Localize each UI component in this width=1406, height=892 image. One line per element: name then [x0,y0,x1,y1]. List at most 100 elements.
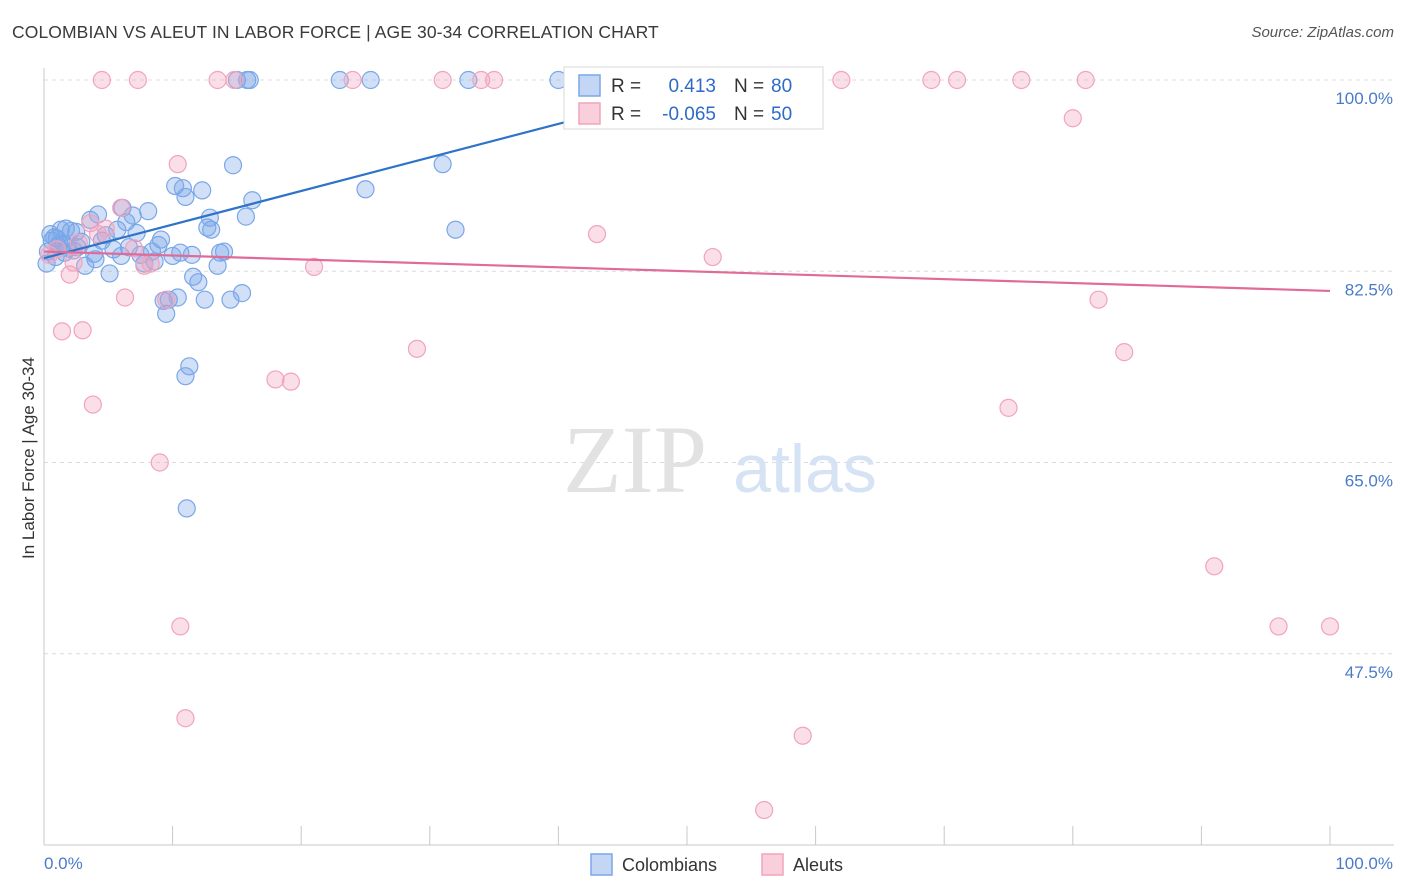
point-colombians-49 [195,290,214,309]
point-aleuts-3 [60,265,79,284]
point-colombians-57 [236,207,256,226]
point-colombians-35 [151,230,171,249]
x-tick-labels: 0.0% 100.0% [44,854,1393,873]
point-aleuts-20 [176,709,195,728]
point-colombians-63 [214,242,234,261]
point-colombians-14 [76,256,95,275]
trend-line-aleuts [43,250,1331,293]
legend-swatch-aleuts [578,102,601,125]
point-aleuts-40 [343,70,362,90]
bottom-legend-aleuts: Aleuts [793,855,843,875]
point-aleuts-37 [128,70,147,90]
point-aleuts-33 [1205,557,1224,576]
data-points [37,70,1340,820]
series-legend: Colombians Aleuts [590,853,843,876]
point-colombians-56 [232,284,252,303]
watermark-zip: ZIP [563,406,707,513]
point-aleuts-12 [115,288,135,307]
point-aleuts-34 [1269,617,1288,636]
point-colombians-55 [223,156,243,175]
legend-n-value-2: 50 [771,104,792,125]
legend-n-label-1: N = [734,76,764,97]
y-axis-label: In Labor Force | Age 30-34 [19,357,38,559]
point-colombians-61 [202,220,221,239]
point-aleuts-46 [922,70,941,90]
point-colombians-31 [139,202,158,221]
point-aleuts-4 [64,253,83,272]
point-aleuts-2 [52,322,72,341]
point-aleuts-48 [1012,70,1031,90]
legend-n-label-2: N = [734,104,764,125]
bottom-legend-colombians: Colombians [622,855,717,875]
point-colombians-73 [240,70,259,90]
point-aleuts-28 [793,726,812,745]
legend-r-value-1: 0.413 [668,76,716,97]
point-aleuts-25 [587,224,607,244]
point-colombians-60 [177,499,196,518]
point-aleuts-31 [1089,290,1108,309]
y-tick-label-1: 65.0% [1345,472,1393,491]
correlation-legend: R = 0.413 N = 80 R = -0.065 N = 50 [563,66,824,130]
point-colombians-48 [193,181,212,200]
point-colombians-76 [86,250,105,269]
point-colombians-47 [189,273,208,292]
axes [43,68,1394,846]
point-colombians-59 [176,367,195,386]
point-aleuts-49 [1076,70,1095,90]
point-aleuts-17 [157,290,176,309]
point-aleuts-42 [472,70,491,90]
trend-line-colombians [43,116,585,260]
point-colombians-71 [459,70,478,90]
legend-swatch-colombians [578,74,601,97]
trend-lines [43,116,1331,293]
y-tick-labels: 47.5% 65.0% 82.5% 100.0% [1335,89,1393,682]
point-aleuts-11 [112,198,131,217]
legend-r-label-1: R = [611,76,641,97]
point-colombians-77 [67,222,86,242]
x-tick-label-0: 0.0% [44,854,83,873]
legend-r-label-2: R = [611,104,641,125]
point-aleuts-23 [304,257,324,276]
point-aleuts-15 [141,254,160,273]
point-colombians-66 [330,70,349,90]
point-aleuts-35 [1320,617,1340,636]
chart-title: COLOMBIAN VS ALEUT IN LABOR FORCE | AGE … [12,22,659,42]
point-aleuts-43 [485,70,504,90]
point-colombians-67 [361,70,380,90]
point-aleuts-8 [83,395,102,414]
point-aleuts-22 [281,372,301,391]
point-aleuts-39 [225,70,244,90]
point-aleuts-45 [832,70,851,90]
grid-lines [44,79,1394,655]
point-colombians-19 [96,226,115,245]
y-tick-label-0: 47.5% [1345,663,1393,682]
point-aleuts-41 [433,70,452,90]
point-aleuts-10 [96,219,115,238]
point-aleuts-36 [92,70,111,90]
point-colombians-46 [184,267,203,286]
point-aleuts-18 [168,155,187,174]
point-aleuts-24 [407,339,427,358]
y-tick-label-2: 82.5% [1345,280,1393,299]
bottom-legend-swatch-colombians [590,853,613,876]
point-aleuts-47 [947,70,967,90]
legend-n-value-1: 80 [771,76,792,97]
point-aleuts-27 [755,800,774,820]
point-colombians-44 [176,187,195,207]
point-aleuts-32 [1115,343,1134,362]
point-colombians-68 [433,155,452,174]
point-aleuts-29 [999,398,1018,417]
point-aleuts-13 [124,239,144,258]
point-colombians-45 [180,357,199,376]
legend-r-value-2: -0.065 [662,104,716,125]
point-colombians-69 [446,220,465,239]
source-label: Source: ZipAtlas.com [1251,24,1394,41]
point-colombians-20 [100,264,119,283]
point-aleuts-6 [73,321,92,340]
point-colombians-37 [157,304,176,323]
point-aleuts-19 [171,617,190,636]
x-tick-label-1: 100.0% [1335,854,1393,873]
point-aleuts-30 [1063,109,1082,128]
point-aleuts-26 [703,247,722,267]
